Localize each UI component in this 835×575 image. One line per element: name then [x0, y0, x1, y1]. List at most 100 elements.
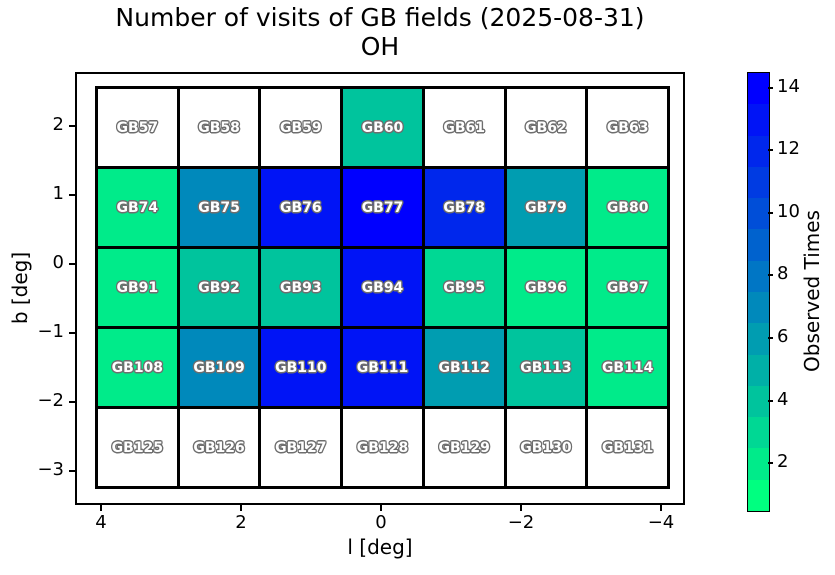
x-tick-mark — [660, 505, 662, 511]
heatmap-cell: GB110 — [261, 329, 341, 406]
heatmap-cell: GB126 — [179, 409, 259, 486]
colorbar-band — [748, 73, 769, 105]
heatmap-grid: GB57 GB58 GB59 GB60 GB61 GB62 GB63 GB74 GB75 GB76… — [95, 86, 670, 489]
field-label: GB96 — [525, 279, 567, 296]
heatmap-cell: GB74 — [98, 169, 177, 246]
field-label: GB128 — [356, 439, 409, 456]
colorbar-tick-label: 2 — [777, 451, 789, 473]
y-tick-mark — [69, 332, 75, 334]
field-label: GB58 — [198, 119, 240, 136]
field-label: GB75 — [198, 199, 240, 216]
y-tick-label: 2 — [52, 114, 64, 135]
heatmap-cell: GB59 — [261, 89, 341, 166]
field-label: GB113 — [520, 359, 572, 376]
colorbar-band — [748, 104, 769, 136]
colorbar-tick-mark — [768, 86, 773, 89]
field-label: GB94 — [361, 279, 404, 296]
y-tick-label: 0 — [52, 252, 64, 273]
heatmap-cell: GB77 — [343, 169, 422, 246]
colorbar-band — [748, 166, 769, 199]
colorbar-band — [748, 385, 769, 418]
heatmap-cell: GB57 — [98, 89, 177, 166]
plot-area: GB57 GB58 GB59 GB60 GB61 GB62 GB63 GB74 GB75 GB76… — [75, 72, 685, 505]
figure-subtitle: OH — [360, 32, 400, 61]
colorbar-band — [748, 229, 769, 261]
field-label: GB111 — [356, 359, 409, 376]
colorbar-tick-mark — [768, 211, 773, 214]
heatmap-cell: GB114 — [588, 329, 667, 406]
colorbar-band — [748, 417, 769, 449]
field-label: GB114 — [601, 359, 654, 376]
colorbar-tick-mark — [768, 274, 773, 277]
heatmap-cell: GB128 — [343, 409, 422, 486]
heatmap-cell: GB62 — [506, 89, 586, 166]
field-label: GB125 — [111, 439, 164, 456]
field-label: GB59 — [279, 119, 322, 136]
x-tick-mark — [240, 505, 242, 511]
x-tick-label: −2 — [507, 512, 535, 533]
field-label: GB112 — [438, 359, 490, 376]
heatmap-cell: GB93 — [261, 249, 341, 326]
heatmap-cell: GB97 — [588, 249, 667, 326]
field-label: GB80 — [606, 199, 649, 216]
colorbar-tick-label: 14 — [777, 75, 800, 97]
y-tick-label: −1 — [37, 321, 64, 342]
heatmap-cell: GB108 — [98, 329, 177, 406]
y-tick-mark — [69, 194, 75, 196]
heatmap-cell: GB111 — [343, 329, 422, 406]
y-tick-mark — [69, 470, 75, 472]
field-label: GB130 — [520, 439, 572, 456]
colorbar-band — [748, 260, 769, 292]
field-label: GB61 — [443, 119, 486, 136]
heatmap-cell: GB75 — [179, 169, 259, 246]
field-label: GB76 — [279, 199, 322, 216]
y-tick-label: −2 — [37, 390, 64, 411]
field-label: GB92 — [198, 279, 240, 296]
heatmap-cell: GB129 — [424, 409, 504, 486]
field-label: GB110 — [275, 359, 327, 376]
colorbar-band — [748, 135, 769, 167]
y-tick-mark — [69, 401, 75, 403]
heatmap-cell: GB112 — [424, 329, 504, 406]
x-tick-label: 0 — [375, 512, 387, 533]
heatmap-cell: GB78 — [424, 169, 504, 246]
colorbar-tick-label: 6 — [777, 325, 789, 347]
heatmap-cell: GB79 — [506, 169, 586, 246]
field-label: GB109 — [193, 359, 245, 376]
field-label: GB62 — [525, 119, 567, 136]
colorbar-band — [748, 448, 769, 480]
colorbar-tick-label: 4 — [777, 388, 789, 410]
field-label: GB127 — [275, 439, 327, 456]
field-label: GB126 — [193, 439, 245, 456]
heatmap-cell: GB109 — [179, 329, 259, 406]
x-tick-label: 4 — [95, 512, 107, 533]
colorbar-band — [748, 291, 769, 324]
colorbar-label: Observed Times — [800, 210, 824, 372]
heatmap-cell: GB61 — [424, 89, 504, 166]
y-tick-label: −3 — [37, 459, 64, 480]
heatmap-cell: GB63 — [588, 89, 667, 166]
heatmap-cell: GB92 — [179, 249, 259, 326]
field-label: GB79 — [525, 199, 567, 216]
colorbar-tick-label: 10 — [777, 200, 800, 222]
x-tick-label: 2 — [235, 512, 247, 533]
heatmap-cell: GB131 — [588, 409, 667, 486]
field-label: GB129 — [438, 439, 490, 456]
y-tick-mark — [69, 263, 75, 265]
field-label: GB93 — [279, 279, 322, 296]
heatmap-cell: GB127 — [261, 409, 341, 486]
field-label: GB95 — [443, 279, 486, 296]
field-label: GB78 — [443, 199, 486, 216]
field-label: GB91 — [116, 279, 159, 296]
colorbar-tick-mark — [768, 462, 773, 465]
colorbar-band — [748, 354, 769, 386]
heatmap-cell: GB58 — [179, 89, 259, 166]
field-label: GB60 — [361, 119, 404, 136]
colorbar-tick-mark — [768, 149, 773, 152]
heatmap-cell: GB95 — [424, 249, 504, 326]
colorbar — [747, 72, 770, 512]
colorbar-band — [748, 479, 769, 511]
heatmap-cell: GB113 — [506, 329, 586, 406]
figure-title: Number of visits of GB fields (2025-08-3… — [115, 3, 645, 32]
